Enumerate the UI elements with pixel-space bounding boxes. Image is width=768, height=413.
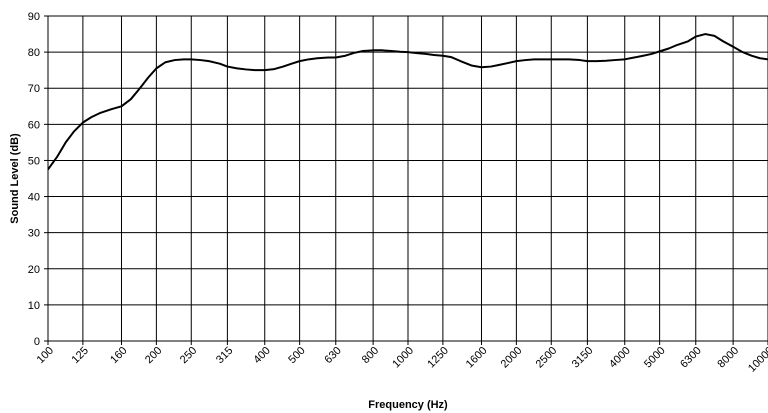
x-tick-label: 500 — [286, 345, 307, 366]
x-tick-label: 160 — [108, 345, 129, 366]
x-tick-label: 800 — [360, 345, 381, 366]
x-tick-label: 1250 — [425, 345, 451, 371]
x-tick-label: 10000 — [746, 345, 768, 375]
x-tick-label: 1000 — [390, 345, 416, 371]
series-line — [48, 33, 768, 171]
y-tick-label: 50 — [28, 155, 40, 167]
y-tick-label: 10 — [28, 300, 40, 312]
x-tick-label: 1600 — [464, 345, 490, 371]
y-tick-labels: 0 10 20 30 40 50 60 70 80 90 — [28, 11, 40, 348]
grid — [44, 15, 768, 345]
x-tick-label: 200 — [143, 345, 164, 366]
y-tick-label: 80 — [28, 47, 40, 59]
x-tick-label: 5000 — [642, 345, 668, 371]
y-tick-label: 90 — [28, 11, 40, 23]
x-tick-label: 630 — [322, 345, 343, 366]
y-tick-label: 20 — [28, 264, 40, 276]
y-tick-label: 60 — [28, 119, 40, 131]
x-tick-label: 250 — [178, 345, 199, 366]
y-tick-label: 40 — [28, 192, 40, 204]
y-axis-title: Sound Level (dB) — [9, 133, 21, 224]
y-tick-label: 70 — [28, 83, 40, 95]
x-tick-label: 8000 — [715, 345, 741, 371]
x-axis-title: Frequency (Hz) — [368, 399, 448, 411]
x-tick-label: 4000 — [607, 345, 633, 371]
y-tick-label: 0 — [34, 336, 40, 348]
x-tick-label: 6300 — [678, 345, 704, 371]
x-tick-label: 125 — [70, 345, 91, 366]
x-tick-label: 2500 — [534, 345, 560, 371]
x-tick-labels: 100 125 160 200 250 315 400 500 630 800 1000 1250 16… — [35, 345, 768, 375]
x-tick-label: 315 — [214, 345, 235, 366]
y-tick-label: 30 — [28, 228, 40, 240]
x-tick-label: 400 — [251, 345, 272, 366]
x-tick-label: 3150 — [570, 345, 596, 371]
x-tick-label: 2000 — [499, 345, 525, 371]
